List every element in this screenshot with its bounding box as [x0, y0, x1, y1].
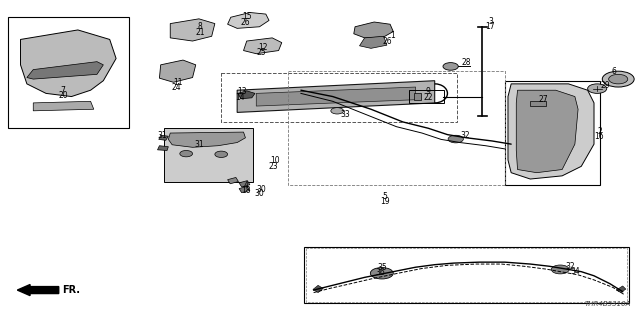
- Text: 32: 32: [565, 262, 575, 271]
- Polygon shape: [516, 90, 578, 173]
- Text: 28: 28: [461, 58, 471, 67]
- Text: 26: 26: [383, 36, 392, 45]
- Polygon shape: [616, 286, 626, 292]
- Text: 30: 30: [254, 189, 264, 198]
- Polygon shape: [256, 87, 415, 106]
- Circle shape: [215, 151, 228, 157]
- Text: 32: 32: [460, 131, 470, 140]
- Circle shape: [443, 63, 458, 70]
- Circle shape: [448, 135, 463, 143]
- Text: 6: 6: [612, 67, 617, 76]
- Text: 17: 17: [486, 22, 495, 31]
- FancyArrow shape: [17, 284, 59, 296]
- Circle shape: [602, 71, 634, 87]
- Text: 22: 22: [423, 93, 433, 102]
- Text: 11: 11: [173, 78, 183, 87]
- Polygon shape: [228, 178, 239, 184]
- Polygon shape: [239, 186, 250, 193]
- Text: 25: 25: [256, 48, 266, 57]
- Text: 15: 15: [243, 12, 252, 21]
- Text: 31: 31: [195, 140, 204, 149]
- Text: 33: 33: [340, 109, 350, 118]
- Text: 30: 30: [256, 185, 266, 194]
- Text: 26: 26: [241, 18, 250, 27]
- Text: 14: 14: [236, 93, 245, 102]
- Text: FR.: FR.: [62, 285, 80, 295]
- Text: 2: 2: [597, 127, 602, 136]
- Polygon shape: [244, 38, 282, 54]
- Text: 23: 23: [268, 162, 278, 171]
- Polygon shape: [170, 19, 215, 41]
- Text: 5: 5: [383, 192, 387, 201]
- Circle shape: [551, 265, 569, 274]
- Polygon shape: [531, 101, 546, 106]
- Text: 8: 8: [198, 22, 202, 31]
- Polygon shape: [27, 62, 103, 79]
- Text: 27: 27: [539, 95, 548, 104]
- Text: 35: 35: [378, 263, 387, 272]
- Text: 7: 7: [61, 86, 65, 95]
- Text: 34: 34: [570, 267, 580, 276]
- Polygon shape: [157, 146, 168, 150]
- Polygon shape: [508, 84, 594, 179]
- Polygon shape: [164, 128, 253, 182]
- Polygon shape: [168, 132, 246, 147]
- Circle shape: [371, 268, 394, 279]
- Text: 36: 36: [376, 268, 385, 277]
- Polygon shape: [360, 36, 387, 48]
- Polygon shape: [313, 285, 323, 292]
- Text: THR4B5310A: THR4B5310A: [584, 300, 631, 307]
- Circle shape: [588, 84, 607, 93]
- Text: 31: 31: [157, 131, 167, 140]
- Polygon shape: [354, 22, 394, 38]
- Polygon shape: [238, 91, 255, 99]
- Circle shape: [609, 74, 628, 84]
- Text: 10: 10: [270, 156, 280, 165]
- Text: 24: 24: [172, 83, 181, 92]
- Polygon shape: [20, 30, 116, 97]
- Polygon shape: [33, 101, 94, 111]
- Polygon shape: [414, 93, 420, 100]
- Text: 4: 4: [244, 181, 248, 190]
- Polygon shape: [159, 60, 196, 82]
- Text: 20: 20: [59, 91, 68, 100]
- Polygon shape: [159, 135, 168, 140]
- Polygon shape: [237, 81, 435, 112]
- Circle shape: [180, 150, 193, 157]
- Polygon shape: [239, 180, 250, 187]
- Text: 21: 21: [196, 28, 205, 37]
- Circle shape: [331, 108, 344, 114]
- Text: 16: 16: [594, 132, 604, 141]
- Text: 3: 3: [489, 17, 493, 26]
- Text: 1: 1: [390, 31, 395, 40]
- Text: 18: 18: [242, 186, 251, 195]
- Text: 13: 13: [237, 87, 247, 96]
- Text: 9: 9: [425, 87, 430, 96]
- Polygon shape: [228, 12, 269, 28]
- Text: 29: 29: [600, 81, 610, 90]
- Text: 19: 19: [381, 197, 390, 206]
- Text: 12: 12: [258, 43, 268, 52]
